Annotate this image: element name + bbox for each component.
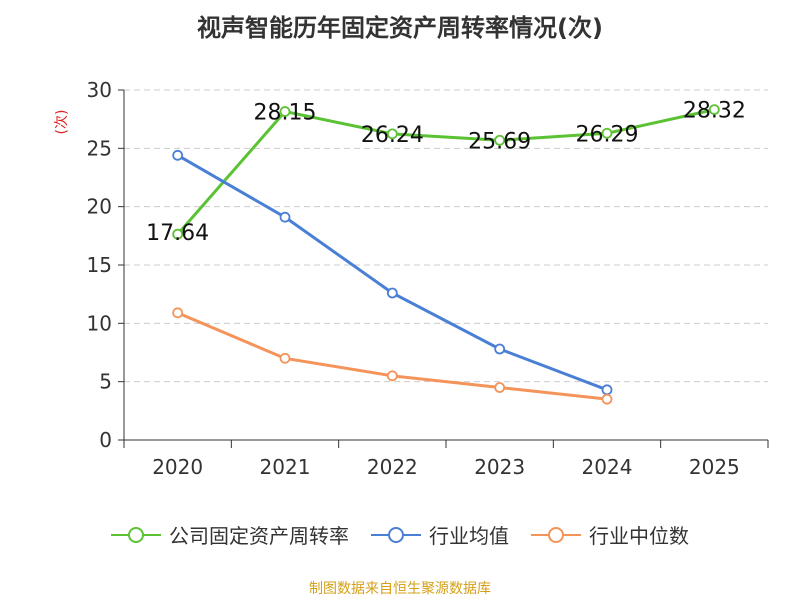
y-tick-label: 0 xyxy=(99,428,112,452)
x-tick-label: 2025 xyxy=(689,455,740,479)
y-tick-label: 20 xyxy=(87,195,112,219)
data-point xyxy=(601,127,613,139)
y-tick-label: 5 xyxy=(99,370,112,394)
y-tick-label: 15 xyxy=(87,253,112,277)
x-tick-label: 2022 xyxy=(367,455,418,479)
data-point xyxy=(279,106,291,117)
data-point xyxy=(601,384,613,396)
data-point xyxy=(494,134,506,146)
legend-item-industry-mean[interactable]: 行业均值 xyxy=(371,520,509,549)
data-point xyxy=(279,211,291,223)
data-point xyxy=(386,287,398,299)
legend-line-marker-icon xyxy=(111,526,161,543)
y-axis-label: (次) xyxy=(54,110,70,135)
data-point xyxy=(708,104,720,115)
legend-line-marker-icon xyxy=(371,526,421,543)
x-tick-label: 2021 xyxy=(260,455,311,479)
data-source-note: 制图数据来自恒生聚源数据库 xyxy=(309,581,491,597)
data-point xyxy=(386,128,398,140)
chart-legend: 公司固定资产周转率 行业均值 行业中位数 xyxy=(0,520,800,549)
data-point xyxy=(601,393,613,405)
data-label: 26.24 xyxy=(361,123,424,148)
data-label: 17.64 xyxy=(146,221,209,246)
data-point xyxy=(172,228,184,240)
data-point xyxy=(172,307,184,319)
legend-label: 行业中位数 xyxy=(589,524,689,548)
series-line xyxy=(176,108,715,236)
legend-item-company[interactable]: 公司固定资产周转率 xyxy=(111,520,349,549)
legend-line-marker-icon xyxy=(531,526,581,543)
y-tick-label: 25 xyxy=(87,136,112,160)
x-tick-label: 2024 xyxy=(582,455,633,479)
data-point xyxy=(494,382,506,393)
y-tick-label: 10 xyxy=(87,311,112,335)
data-point xyxy=(172,149,184,161)
data-label: 28.32 xyxy=(683,99,746,124)
data-label: 25.69 xyxy=(468,129,531,154)
legend-label: 行业均值 xyxy=(429,524,509,548)
legend-label: 公司固定资产周转率 xyxy=(169,524,349,548)
data-label: 28.15 xyxy=(254,101,317,126)
y-tick-label: 30 xyxy=(87,78,112,102)
legend-item-industry-median[interactable]: 行业中位数 xyxy=(531,520,689,549)
x-tick-label: 2020 xyxy=(152,455,203,479)
data-point xyxy=(494,343,506,355)
series-line xyxy=(177,311,608,401)
chart-title: 视声智能历年固定资产周转率情况(次) xyxy=(197,14,603,42)
data-point xyxy=(279,352,291,364)
x-tick-label: 2023 xyxy=(474,455,525,479)
data-point xyxy=(386,370,398,382)
data-label: 26.29 xyxy=(576,122,639,147)
series-line xyxy=(176,154,608,392)
